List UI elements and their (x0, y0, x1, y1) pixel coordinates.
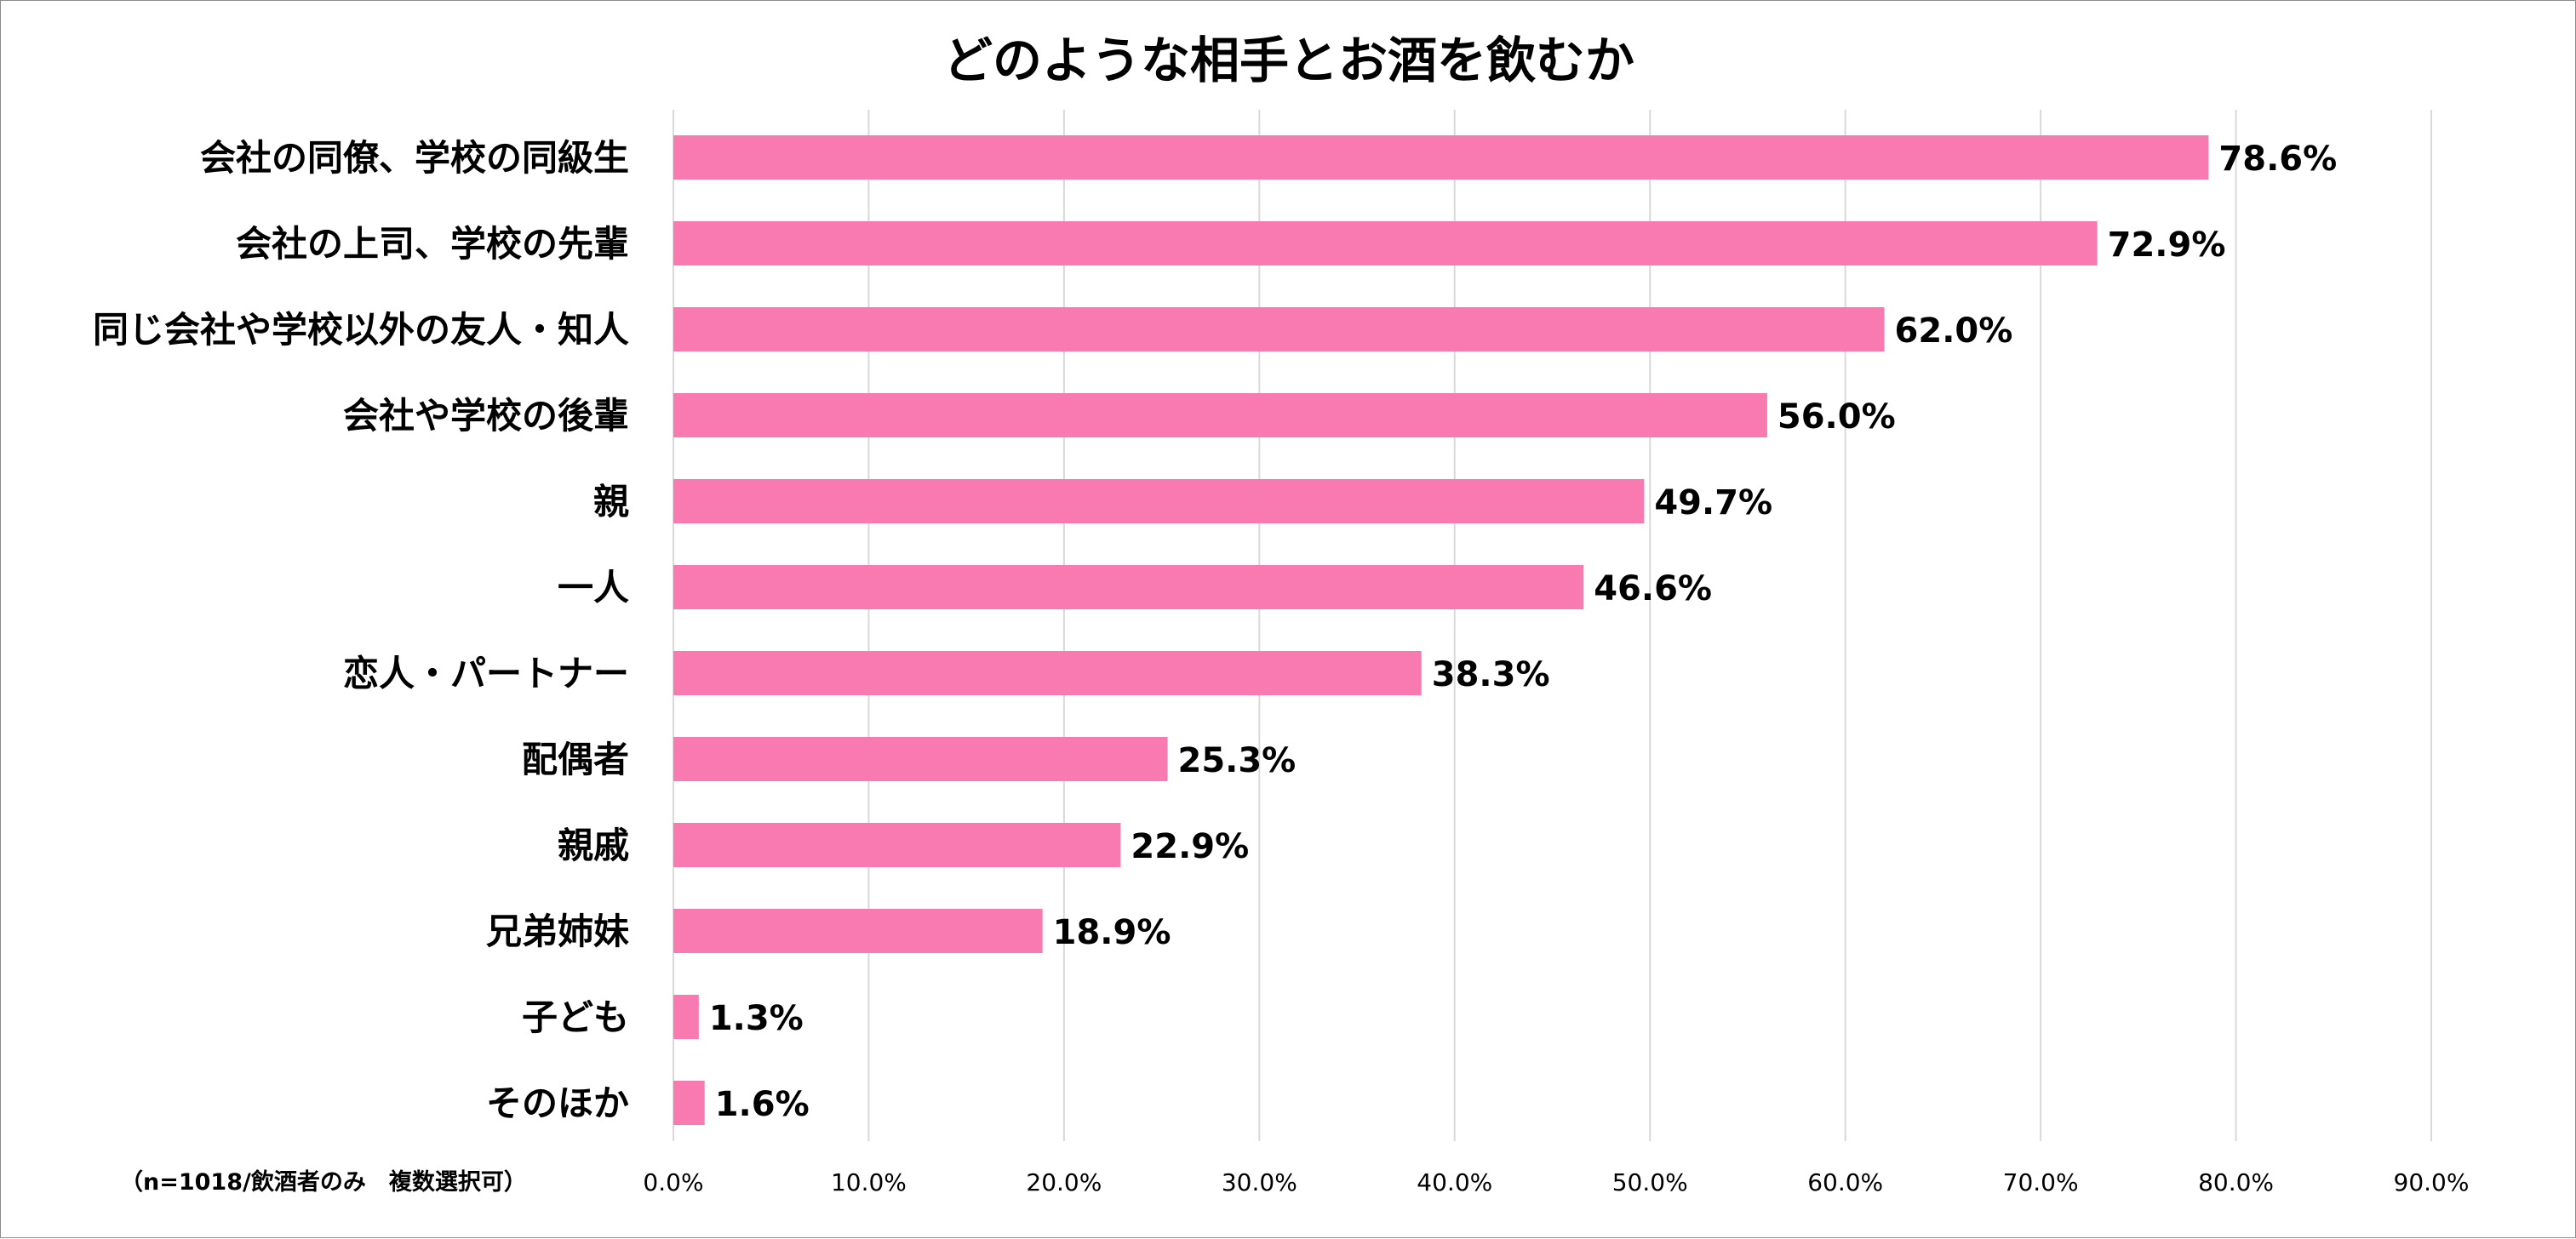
bars (673, 135, 2209, 1125)
x-tick-label-3: 30.0% (1222, 1168, 1297, 1196)
value-labels: 78.6% 72.9% 62.0% 56.0% 49.7% 46.6% 38.3% 25.3%… (709, 140, 2337, 1124)
x-tick-label-9: 90.0% (2394, 1168, 2470, 1196)
value-label-3: 56.0% (1777, 397, 1896, 437)
bar-4 (673, 479, 1645, 523)
value-label-6: 38.3% (1432, 655, 1550, 694)
category-label-10: 子ども (522, 996, 629, 1038)
bar-3 (673, 393, 1767, 437)
value-label-11: 1.6% (715, 1085, 810, 1124)
category-label-4: 親 (593, 481, 629, 522)
x-tick-label-4: 40.0% (1417, 1168, 1492, 1196)
bar-6 (673, 651, 1422, 695)
bar-1 (673, 221, 2098, 266)
bar-5 (673, 565, 1584, 609)
bar-7 (673, 737, 1168, 781)
value-label-10: 1.3% (709, 999, 804, 1038)
gridlines (673, 110, 2432, 1141)
category-label-5: 一人 (558, 567, 629, 608)
category-label-8: 親戚 (558, 825, 629, 866)
x-tick-label-6: 60.0% (1807, 1168, 1883, 1196)
category-label-2: 同じ会社や学校以外の友人・知人 (93, 309, 629, 351)
sample-note: （n=1018/飲酒者のみ 複数選択可） (120, 1168, 527, 1196)
category-label-9: 兄弟姉妹 (486, 911, 629, 952)
x-tick-label-8: 80.0% (2198, 1168, 2274, 1196)
category-label-11: そのほか (486, 1082, 629, 1124)
bar-8 (673, 823, 1121, 867)
category-label-6: 恋人・パートナー (343, 653, 629, 694)
category-labels: 会社の同僚、学校の同級生会社の上司、学校の先輩同じ会社や学校以外の友人・知人会社… (93, 137, 629, 1124)
bar-0 (673, 135, 2209, 180)
x-tick-label-5: 50.0% (1612, 1168, 1688, 1196)
value-label-4: 49.7% (1654, 483, 1772, 522)
category-label-3: 会社や学校の後輩 (343, 395, 629, 437)
bar-2 (673, 307, 1885, 351)
chart-title: どのような相手とお酒を飲むか (943, 31, 1634, 89)
x-tick-label-0: 0.0% (643, 1168, 703, 1196)
value-label-9: 18.9% (1053, 913, 1171, 952)
value-label-2: 62.0% (1895, 311, 2013, 351)
value-label-5: 46.6% (1594, 569, 1712, 608)
value-label-7: 25.3% (1177, 741, 1296, 780)
x-tick-label-1: 10.0% (831, 1168, 907, 1196)
x-tick-label-2: 20.0% (1026, 1168, 1102, 1196)
category-label-0: 会社の同僚、学校の同級生 (200, 137, 629, 179)
bar-11 (673, 1081, 705, 1125)
value-label-0: 78.6% (2218, 140, 2337, 179)
x-axis-tick-labels: 0.0% 10.0% 20.0% 30.0% 40.0% 50.0% 60.0% 70.0% 8… (643, 1168, 2469, 1196)
category-label-7: 配偶者 (522, 739, 629, 780)
value-label-1: 72.9% (2108, 226, 2226, 265)
value-label-8: 22.9% (1131, 827, 1249, 866)
bar-10 (673, 995, 699, 1039)
x-tick-label-7: 70.0% (2003, 1168, 2079, 1196)
bar-9 (673, 909, 1043, 953)
category-label-1: 会社の上司、学校の先輩 (236, 223, 629, 265)
